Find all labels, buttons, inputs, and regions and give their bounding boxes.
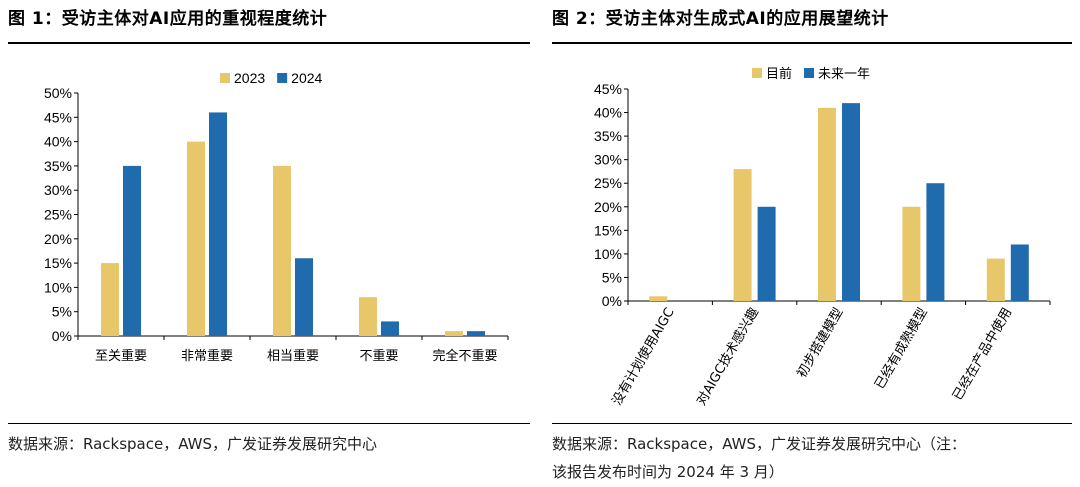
y-tick-label: 45% bbox=[44, 109, 72, 125]
y-tick-label: 10% bbox=[44, 279, 72, 295]
figure-2-source: 数据来源：Rackspace，AWS，广发证券发展研究中心（注： 该报告发布时间… bbox=[552, 430, 1072, 486]
figure-2-chart: 目前 未来一年 0% 5% 10% 15% 20% 25% 30% 35% 40% 45% 没有计划使用… bbox=[594, 66, 1051, 408]
figure-1-top-rule bbox=[8, 42, 530, 44]
bar-目前-0 bbox=[649, 296, 668, 301]
legend-label-1: 2024 bbox=[291, 70, 322, 86]
bar-2023-3 bbox=[359, 297, 377, 336]
x-category-label: 至关重要 bbox=[95, 348, 147, 364]
y-tick-label: 10% bbox=[594, 246, 622, 262]
bar-目前-4 bbox=[986, 258, 1005, 301]
y-tick-label: 15% bbox=[594, 222, 622, 238]
y-tick-label: 0% bbox=[52, 328, 72, 344]
x-category-label: 非常重要 bbox=[181, 348, 233, 364]
bar-目前-3 bbox=[902, 206, 921, 301]
y-tick-label: 35% bbox=[594, 128, 622, 144]
legend-swatch-1 bbox=[277, 73, 288, 83]
figure-2-top-rule bbox=[552, 42, 1072, 44]
x-category-label: 不重要 bbox=[359, 348, 398, 364]
bar-2023-0 bbox=[101, 263, 119, 336]
figure-2-title: 图 2：受访主体对生成式AI的应用展望统计 bbox=[552, 9, 889, 29]
bar-未来一年-4 bbox=[1010, 244, 1029, 301]
bar-未来一年-2 bbox=[842, 103, 860, 301]
bar-2023-1 bbox=[187, 141, 205, 336]
bar-未来一年-1 bbox=[757, 206, 776, 301]
bar-2024-2 bbox=[295, 258, 313, 336]
y-tick-label: 45% bbox=[594, 81, 622, 97]
x-category-label: 相当重要 bbox=[267, 348, 319, 364]
y-tick-label: 20% bbox=[594, 199, 622, 215]
y-tick-label: 25% bbox=[44, 207, 72, 223]
figure-1-chart: 2023 2024 0% 5% 10% 15% 20% 25% 30% 35% 40% 45% 50% 至… bbox=[44, 70, 509, 364]
figure-2-bottom-rule bbox=[552, 423, 1072, 424]
figure-1-title: 图 1：受访主体对AI应用的重视程度统计 bbox=[8, 9, 328, 29]
y-tick-label: 30% bbox=[44, 182, 72, 198]
bar-未来一年-3 bbox=[926, 183, 945, 301]
legend-swatch-0 bbox=[752, 68, 762, 78]
y-tick-label: 15% bbox=[44, 255, 72, 271]
y-tick-label: 35% bbox=[44, 158, 72, 174]
legend-label-1: 未来一年 bbox=[818, 67, 870, 82]
bar-2024-3 bbox=[381, 321, 399, 336]
y-tick-label: 40% bbox=[594, 105, 622, 121]
bar-2023-4 bbox=[445, 331, 463, 336]
y-tick-label: 25% bbox=[594, 175, 622, 191]
y-tick-label: 0% bbox=[602, 293, 622, 309]
legend-label-0: 2023 bbox=[234, 70, 265, 86]
legend-swatch-1 bbox=[804, 68, 815, 78]
bar-目前-1 bbox=[733, 169, 752, 301]
legend-label-0: 目前 bbox=[766, 66, 792, 82]
figure-2-source-line-2: 该报告发布时间为 2024 年 3 月） bbox=[552, 463, 784, 481]
y-tick-label: 50% bbox=[44, 85, 72, 101]
figure-1-panel: 图 1：受访主体对AI应用的重视程度统计 2023 2024 0% 5% 10% 15% 2… bbox=[8, 0, 538, 487]
y-tick-label: 30% bbox=[594, 152, 622, 168]
legend-swatch-0 bbox=[220, 73, 230, 83]
figure-1-source: 数据来源：Rackspace，AWS，广发证券发展研究中心 bbox=[8, 435, 378, 453]
bar-2024-0 bbox=[123, 165, 141, 336]
y-tick-label: 20% bbox=[44, 231, 72, 247]
figure-2-source-line-1: 数据来源：Rackspace，AWS，广发证券发展研究中心（注： bbox=[552, 435, 967, 453]
x-category-label: 对AIGC技术感兴趣 bbox=[693, 305, 762, 408]
x-category-label: 初步搭建模型 bbox=[794, 305, 847, 381]
figure-1-bottom-rule bbox=[8, 423, 530, 424]
x-category-label: 已经有成熟模型 bbox=[871, 305, 930, 392]
figure-2-panel: 图 2：受访主体对生成式AI的应用展望统计 目前 未来一年 0% 5% 10% 15% 20… bbox=[552, 0, 1080, 487]
x-category-label: 完全不重要 bbox=[432, 348, 497, 364]
y-tick-label: 5% bbox=[602, 269, 622, 285]
bar-2024-1 bbox=[209, 112, 227, 336]
bar-目前-2 bbox=[818, 107, 836, 301]
bar-2024-4 bbox=[467, 331, 485, 336]
x-category-label: 已经在产品中使用 bbox=[949, 305, 1015, 403]
bar-2023-2 bbox=[273, 165, 291, 336]
y-tick-label: 40% bbox=[44, 134, 72, 150]
x-category-label: 没有计划使用AIGC bbox=[609, 305, 678, 408]
y-tick-label: 5% bbox=[52, 304, 72, 320]
